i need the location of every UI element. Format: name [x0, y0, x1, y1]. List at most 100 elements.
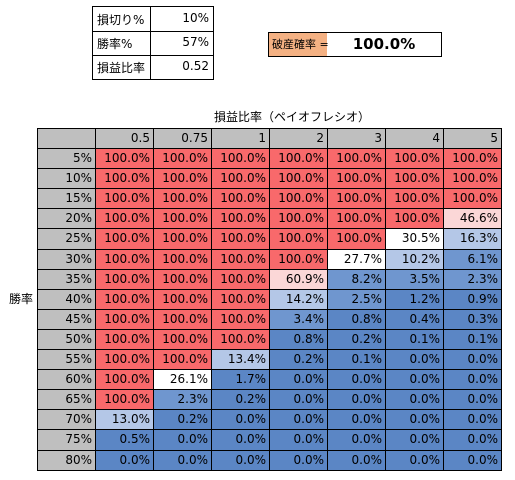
table-cell[interactable]: 0.0%	[270, 410, 328, 431]
table-cell[interactable]: 100.0%	[386, 209, 444, 230]
table-cell[interactable]: 8.2%	[328, 269, 386, 290]
table-cell[interactable]: 100.0%	[270, 229, 328, 250]
table-cell[interactable]: 100.0%	[154, 289, 212, 310]
table-cell[interactable]: 0.0%	[386, 350, 444, 371]
table-cell[interactable]: 100.0%	[154, 309, 212, 330]
ruin-probability-value[interactable]: 100.0%	[352, 35, 416, 53]
table-cell[interactable]: 0.0%	[386, 390, 444, 411]
table-cell[interactable]: 100.0%	[212, 309, 270, 330]
table-cell[interactable]: 0.5%	[96, 430, 154, 451]
table-cell[interactable]: 0.8%	[328, 309, 386, 330]
table-cell[interactable]: 0.1%	[328, 350, 386, 371]
table-cell[interactable]: 0.2%	[154, 410, 212, 431]
table-cell[interactable]: 0.1%	[444, 329, 502, 351]
table-cell[interactable]: 100.0%	[328, 169, 386, 190]
table-cell[interactable]: 1.2%	[386, 289, 444, 310]
table-cell[interactable]: 100.0%	[212, 149, 270, 170]
table-cell[interactable]: 100.0%	[270, 169, 328, 190]
table-cell[interactable]: 0.0%	[328, 430, 386, 451]
table-cell[interactable]: 100.0%	[444, 169, 502, 190]
table-cell[interactable]: 100.0%	[212, 289, 270, 310]
table-cell[interactable]: 26.1%	[154, 370, 212, 391]
table-cell[interactable]: 0.8%	[270, 329, 328, 351]
table-cell[interactable]: 0.0%	[444, 370, 502, 391]
table-cell[interactable]: 100.0%	[96, 269, 154, 290]
table-cell[interactable]: 100.0%	[154, 249, 212, 270]
win-rate-value[interactable]: 57%	[182, 35, 209, 49]
table-cell[interactable]: 2.3%	[444, 269, 502, 290]
table-cell[interactable]: 100.0%	[154, 269, 212, 290]
table-cell[interactable]: 100.0%	[96, 209, 154, 230]
table-cell[interactable]: 100.0%	[154, 209, 212, 230]
table-cell[interactable]: 100.0%	[96, 249, 154, 270]
table-cell[interactable]: 100.0%	[212, 229, 270, 250]
table-cell[interactable]: 100.0%	[154, 329, 212, 351]
table-cell[interactable]: 0.0%	[270, 390, 328, 411]
table-cell[interactable]: 16.3%	[444, 229, 502, 250]
table-cell[interactable]: 2.3%	[154, 390, 212, 411]
table-cell[interactable]: 0.0%	[328, 450, 386, 471]
table-cell[interactable]: 100.0%	[96, 189, 154, 210]
table-cell[interactable]: 100.0%	[154, 229, 212, 250]
table-cell[interactable]: 0.0%	[386, 430, 444, 451]
table-cell[interactable]: 10.2%	[386, 249, 444, 270]
table-cell[interactable]: 100.0%	[96, 329, 154, 351]
table-cell[interactable]: 0.0%	[444, 410, 502, 431]
table-cell[interactable]: 100.0%	[154, 189, 212, 210]
table-cell[interactable]: 100.0%	[212, 269, 270, 290]
table-cell[interactable]: 0.0%	[212, 410, 270, 431]
table-cell[interactable]: 6.1%	[444, 249, 502, 270]
table-cell[interactable]: 100.0%	[154, 149, 212, 170]
table-cell[interactable]: 0.0%	[270, 370, 328, 391]
table-cell[interactable]: 100.0%	[96, 370, 154, 391]
table-cell[interactable]: 100.0%	[270, 189, 328, 210]
table-cell[interactable]: 100.0%	[212, 329, 270, 351]
table-cell[interactable]: 0.0%	[444, 430, 502, 451]
table-cell[interactable]: 100.0%	[96, 289, 154, 310]
table-cell[interactable]: 0.0%	[270, 430, 328, 451]
payoff-ratio-value[interactable]: 0.52	[182, 59, 209, 73]
table-cell[interactable]: 0.2%	[328, 329, 386, 351]
table-cell[interactable]: 100.0%	[328, 149, 386, 170]
table-cell[interactable]: 0.3%	[444, 309, 502, 330]
table-cell[interactable]: 0.9%	[444, 289, 502, 310]
table-cell[interactable]: 1.7%	[212, 370, 270, 391]
table-cell[interactable]: 100.0%	[96, 149, 154, 170]
table-cell[interactable]: 0.0%	[386, 370, 444, 391]
table-cell[interactable]: 0.0%	[328, 390, 386, 411]
table-cell[interactable]: 100.0%	[212, 169, 270, 190]
table-cell[interactable]: 0.0%	[212, 450, 270, 471]
table-cell[interactable]: 100.0%	[270, 209, 328, 230]
table-cell[interactable]: 0.0%	[328, 370, 386, 391]
table-cell[interactable]: 0.0%	[444, 450, 502, 471]
table-cell[interactable]: 3.5%	[386, 269, 444, 290]
table-cell[interactable]: 0.0%	[96, 450, 154, 471]
win-rate-row[interactable]: 勝率% 57%	[93, 31, 213, 55]
table-cell[interactable]: 0.0%	[154, 430, 212, 451]
table-cell[interactable]: 100.0%	[154, 350, 212, 371]
table-cell[interactable]: 100.0%	[270, 249, 328, 270]
stop-loss-value[interactable]: 10%	[182, 11, 209, 25]
table-cell[interactable]: 100.0%	[270, 149, 328, 170]
table-cell[interactable]: 30.5%	[386, 229, 444, 250]
payoff-ratio-row[interactable]: 損益比率 0.52	[93, 55, 213, 79]
table-cell[interactable]: 0.0%	[328, 410, 386, 431]
table-cell[interactable]: 0.0%	[386, 450, 444, 471]
table-cell[interactable]: 0.0%	[270, 450, 328, 471]
table-cell[interactable]: 0.0%	[386, 410, 444, 431]
table-cell[interactable]: 0.0%	[154, 450, 212, 471]
table-cell[interactable]: 100.0%	[96, 390, 154, 411]
table-cell[interactable]: 27.7%	[328, 249, 386, 270]
table-cell[interactable]: 100.0%	[154, 169, 212, 190]
table-cell[interactable]: 100.0%	[386, 169, 444, 190]
table-cell[interactable]: 100.0%	[328, 229, 386, 250]
table-cell[interactable]: 3.4%	[270, 309, 328, 330]
table-cell[interactable]: 13.4%	[212, 350, 270, 371]
table-cell[interactable]: 0.0%	[444, 390, 502, 411]
table-cell[interactable]: 100.0%	[212, 209, 270, 230]
table-cell[interactable]: 0.1%	[386, 329, 444, 351]
table-cell[interactable]: 100.0%	[96, 169, 154, 190]
table-cell[interactable]: 0.0%	[444, 350, 502, 371]
table-cell[interactable]: 14.2%	[270, 289, 328, 310]
table-cell[interactable]: 0.2%	[270, 350, 328, 371]
